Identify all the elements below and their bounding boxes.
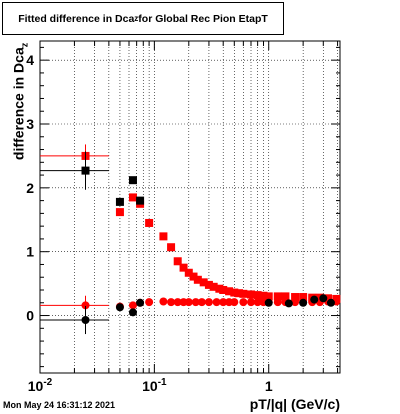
data-point-square: [184, 268, 193, 277]
x-tick-label: 1: [265, 378, 273, 394]
data-point-square: [128, 176, 137, 185]
data-point-circle: [197, 298, 206, 307]
y-axis-label: difference in Dcaz: [0, 43, 90, 160]
data-point-square: [247, 290, 256, 299]
data-point-square: [273, 292, 282, 301]
data-point-circle: [81, 316, 90, 325]
data-point-circle: [212, 298, 221, 307]
x-tick-label: 10-2: [28, 377, 53, 394]
timestamp: Mon May 24 16:31:12 2021: [3, 400, 116, 410]
data-point-square: [291, 293, 300, 302]
data-point-square: [145, 218, 154, 227]
data-point-square: [239, 289, 248, 298]
data-point-square: [179, 263, 188, 272]
data-point-circle: [219, 298, 228, 307]
y-tick-label: 2: [26, 180, 34, 196]
data-point-square: [253, 291, 262, 300]
y-axis-label-text: difference in Dca: [10, 47, 27, 161]
data-point-circle: [128, 301, 137, 310]
data-point-square: [225, 287, 234, 296]
data-point-square: [193, 275, 202, 284]
data-point-circle: [299, 298, 308, 307]
data-point-circle: [159, 297, 168, 306]
data-point-circle: [253, 298, 262, 307]
data-point-circle: [264, 298, 273, 307]
data-point-square: [128, 193, 137, 202]
data-point-square: [81, 166, 90, 175]
data-point-square: [204, 280, 213, 289]
data-point-circle: [230, 298, 239, 307]
data-point-square: [219, 286, 228, 294]
data-point-circle: [128, 308, 137, 317]
data-point-circle: [284, 299, 293, 308]
title-tail: for Global Rec Pion EtapT: [138, 12, 268, 25]
data-point-circle: [319, 294, 328, 303]
data-point-square: [199, 278, 208, 287]
data-point-circle: [191, 298, 200, 307]
plot-frame: [39, 40, 341, 374]
y-tick-label: 4: [26, 52, 34, 68]
data-point-square: [299, 293, 308, 302]
y-tick-label: 3: [26, 116, 34, 132]
data-point-circle: [81, 301, 90, 310]
data-point-square: [115, 197, 124, 206]
data-point-square: [281, 292, 290, 301]
data-point-circle: [115, 303, 124, 312]
data-point-square: [173, 257, 182, 266]
data-point-square: [189, 272, 198, 281]
data-point-square: [167, 243, 176, 252]
data-point-square: [159, 232, 168, 241]
title-main: Fitted difference in Dca: [18, 12, 135, 25]
data-point-circle: [173, 298, 182, 307]
data-point-circle: [247, 298, 256, 307]
data-point-square: [136, 196, 145, 205]
data-point-circle: [204, 298, 213, 307]
data-point-circle: [310, 295, 319, 304]
y-axis-label-subscript: z: [19, 42, 30, 48]
data-point-square: [230, 288, 239, 297]
data-point-square: [264, 292, 273, 301]
data-point-square: [259, 291, 268, 300]
data-point-circle: [239, 298, 248, 307]
data-point-circle: [273, 298, 282, 307]
data-point-circle: [291, 298, 300, 307]
data-point-square: [115, 208, 124, 217]
y-tick-label: 0: [26, 308, 34, 324]
title-subscript: z: [134, 14, 139, 23]
data-point-circle: [184, 298, 193, 307]
data-point-square: [235, 289, 244, 298]
x-tick-label: 10-1: [142, 377, 167, 394]
y-tick-label: 1: [26, 244, 34, 260]
x-axis-label: pT/|q| (GeV/c): [249, 396, 340, 412]
data-point-circle: [326, 298, 335, 307]
data-point-square: [209, 282, 218, 291]
data-point-circle: [136, 298, 145, 307]
data-point-circle: [145, 298, 154, 307]
plot-title: Fitted difference in Dca z for Global Rec…: [2, 2, 284, 35]
data-point-circle: [167, 298, 176, 307]
